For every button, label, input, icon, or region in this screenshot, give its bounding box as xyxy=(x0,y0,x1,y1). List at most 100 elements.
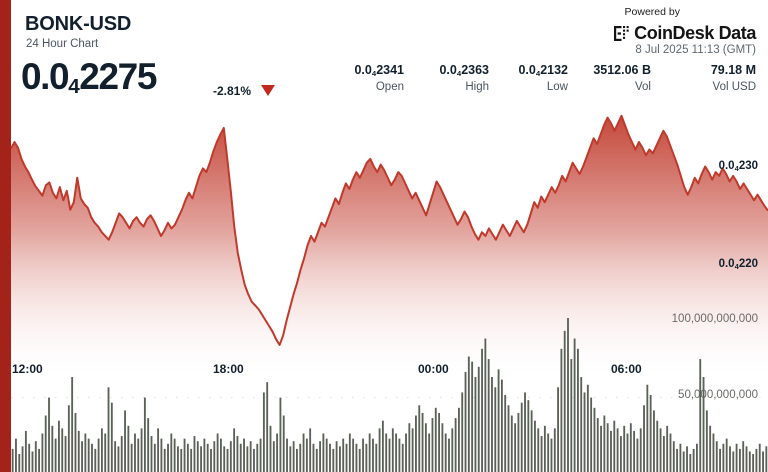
volume-bar xyxy=(319,441,322,472)
volume-bar xyxy=(649,395,652,472)
volume-bar xyxy=(140,428,143,472)
volume-bar xyxy=(418,405,421,472)
volume-bar xyxy=(738,448,741,472)
volume-bar xyxy=(147,418,150,472)
volume-bar xyxy=(24,430,27,472)
volume-bar xyxy=(167,443,169,472)
volume-bar xyxy=(104,433,107,472)
volume-bar xyxy=(596,418,599,472)
volume-bar xyxy=(342,438,345,472)
volume-bar xyxy=(547,433,550,472)
stat-value: 0.042341 xyxy=(354,63,404,78)
stat-label: High xyxy=(465,81,489,93)
time-axis-label: 18:00 xyxy=(213,362,244,376)
volume-bar xyxy=(137,438,140,472)
volume-bar xyxy=(299,443,302,472)
volume-bar xyxy=(699,359,702,472)
volume-bar xyxy=(276,433,279,472)
volume-bar xyxy=(395,433,398,472)
volume-bar xyxy=(262,392,265,472)
current-price: 0.042275 xyxy=(21,56,157,104)
volume-bar xyxy=(94,448,97,472)
volume-bar xyxy=(553,428,556,472)
volume-bar xyxy=(752,454,755,472)
volume-bar xyxy=(34,441,37,472)
volume-bar xyxy=(226,448,229,472)
volume-bar xyxy=(21,446,24,472)
volume-bar xyxy=(676,448,679,472)
volume-bar xyxy=(163,448,166,472)
stat-label: Vol xyxy=(635,81,651,93)
volume-bar xyxy=(296,448,298,472)
volume-bar xyxy=(494,387,497,472)
volume-bar xyxy=(745,446,748,472)
volume-bar xyxy=(467,356,470,472)
volume-bar xyxy=(682,451,685,472)
volume-bar xyxy=(259,438,262,472)
volume-bar xyxy=(639,428,642,472)
volume-bar xyxy=(269,425,272,472)
volume-bar xyxy=(659,428,662,472)
stat-vol-usd: 79.18 M Vol USD xyxy=(711,63,756,93)
volume-bar xyxy=(424,423,427,472)
volume-bar xyxy=(31,451,34,472)
volume-bar xyxy=(735,443,738,472)
volume-axis-label: 50,000,000,000 xyxy=(678,389,758,401)
volume-bar xyxy=(629,423,632,472)
volume-bar xyxy=(61,428,64,472)
volume-bar xyxy=(249,441,252,472)
volume-bar xyxy=(405,433,407,472)
volume-bar xyxy=(236,436,239,472)
volume-bar xyxy=(732,451,735,472)
stat-value: 3512.06 B xyxy=(593,63,651,77)
volume-bar xyxy=(719,448,721,472)
volume-bar xyxy=(243,438,245,472)
timestamp: 8 Jul 2025 11:13 (GMT) xyxy=(635,44,756,56)
volume-bar xyxy=(186,443,189,472)
volume-bar xyxy=(702,377,705,472)
volume-bar xyxy=(557,387,560,472)
volume-bar xyxy=(444,433,447,472)
price-digits: 2275 xyxy=(79,56,157,97)
volume-bar xyxy=(246,446,249,472)
powered-by-label: Powered by xyxy=(624,6,680,18)
stat-low: 0.042132 Low xyxy=(518,63,568,93)
volume-bar xyxy=(765,446,768,472)
volume-bar xyxy=(451,428,454,472)
volume-bar xyxy=(322,433,325,472)
volume-bar xyxy=(748,451,751,472)
volume-bar xyxy=(216,433,219,472)
volume-bar xyxy=(233,428,236,472)
volume-bar xyxy=(590,397,593,472)
volume-axis-label: 100,000,000,000 xyxy=(671,313,758,325)
volume-bar xyxy=(709,425,712,472)
coindesk-logo-icon xyxy=(614,26,629,41)
left-accent-bar xyxy=(0,0,11,472)
volume-bar xyxy=(28,443,31,472)
volume-bar xyxy=(606,423,609,472)
volume-bar xyxy=(18,454,21,472)
volume-bar xyxy=(54,438,57,472)
volume-bar xyxy=(583,392,586,472)
volume-bar xyxy=(534,420,536,472)
volume-bar xyxy=(686,446,688,472)
volume-bar xyxy=(471,361,474,472)
chart-header: BONK-USD 24 Hour Chart 0.042275 -2.81% 0… xyxy=(0,0,768,110)
volume-bar xyxy=(335,441,338,472)
stat-value: 0.042132 xyxy=(518,63,568,78)
volume-bar xyxy=(345,443,348,472)
volume-bar xyxy=(210,448,212,472)
volume-bar xyxy=(758,443,761,472)
volume-bar xyxy=(365,443,368,472)
volume-bar xyxy=(633,430,636,472)
volume-bar xyxy=(289,446,292,472)
volume-bar xyxy=(567,318,569,472)
volume-bar xyxy=(662,436,665,472)
volume-bar xyxy=(643,405,645,472)
stat-vol: 3512.06 B Vol xyxy=(593,63,651,93)
volume-bar xyxy=(514,423,517,472)
volume-bar xyxy=(722,443,725,472)
volume-bar xyxy=(510,415,513,472)
volume-bar xyxy=(358,448,361,472)
volume-bar xyxy=(183,438,186,472)
